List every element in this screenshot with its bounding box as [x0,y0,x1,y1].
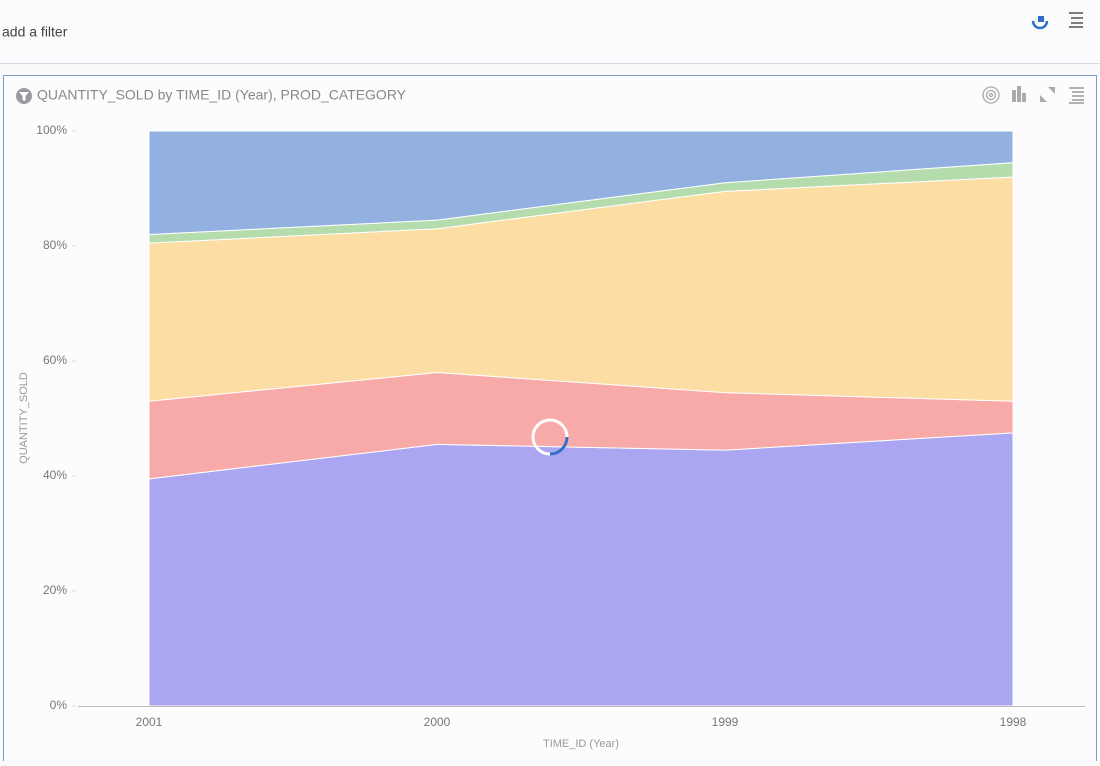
y-tick-label: 60% [43,353,67,367]
menu-icon[interactable] [1069,12,1083,28]
x-axis-label: TIME_ID (Year) [543,738,619,750]
filter-bar [0,0,1100,63]
y-axis-label: QUANTITY_SOLD [18,372,30,464]
loading-spinner-arc [549,436,569,456]
plot: 0% 20% 40% 60% 80% 100% 2001 2000 1999 1998 [36,123,1085,729]
chart-type-icon[interactable] [1012,86,1026,102]
x-tick-label: 2000 [424,715,451,729]
y-tick-label: 20% [43,583,67,597]
y-tick-label: 80% [43,238,67,252]
y-tick-label: 0% [50,698,68,712]
x-tick-label: 1999 [712,715,739,729]
x-tick-label: 2001 [136,715,163,729]
panel-menu-icon[interactable] [1069,87,1084,104]
y-tick-label: 40% [43,468,67,482]
area [148,432,1014,707]
area [148,130,1014,236]
y-tick-label: 100% [36,123,67,137]
filter-input[interactable]: add a filter [2,24,68,40]
target-icon[interactable] [982,86,1000,104]
x-tick-label: 1998 [1000,715,1027,729]
chart-title: QUANTITY_SOLD by TIME_ID (Year), PROD_CA… [37,87,407,103]
refresh-icon[interactable] [1031,12,1049,30]
filter-icon-glyph [19,92,29,101]
expand-icon[interactable] [1040,87,1055,102]
